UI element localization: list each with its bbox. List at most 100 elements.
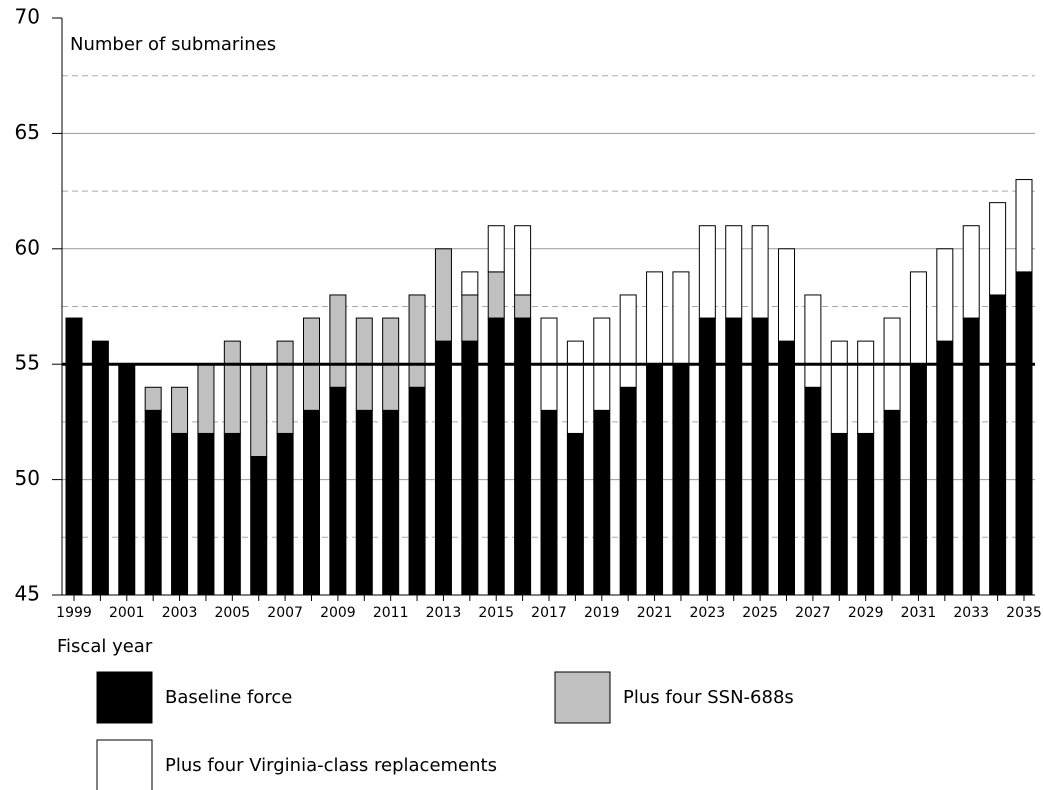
bar-segment	[250, 363, 268, 458]
bar-segment	[118, 363, 136, 596]
bar-segment	[751, 225, 769, 319]
bar-segment	[725, 317, 743, 596]
legend-swatch	[96, 739, 153, 790]
x-tick-label: 2013	[426, 605, 462, 621]
x-tick-label: 2029	[848, 605, 884, 621]
bar-segment	[408, 386, 426, 596]
bar-segment	[487, 271, 505, 319]
bar-segment	[91, 340, 109, 596]
x-tick-label: 2007	[267, 605, 303, 621]
bar-segment	[197, 432, 215, 596]
y-tick-label: 70	[15, 5, 40, 29]
x-tick-label: 2025	[742, 605, 778, 621]
legend-label: Baseline force	[165, 687, 292, 708]
bar-segment	[461, 294, 479, 342]
bar-segment	[962, 225, 980, 319]
bar-segment	[329, 386, 347, 596]
bar-segment	[171, 432, 189, 596]
x-tick-label: 2005	[215, 605, 251, 621]
bar-segment	[672, 363, 690, 596]
bar-segment	[434, 248, 452, 342]
y-axis-label: Number of submarines	[70, 34, 276, 55]
bar-segment	[171, 386, 189, 434]
bar-segment	[857, 340, 875, 434]
bar-segment	[883, 409, 901, 596]
y-tick-label: 55	[15, 351, 40, 375]
legend-label: Plus four SSN-688s	[623, 687, 794, 708]
bar-segment	[962, 317, 980, 596]
bar-segment	[461, 340, 479, 596]
bar-segment	[778, 248, 795, 342]
x-tick-label: 2035	[1006, 605, 1042, 621]
y-tick-label: 60	[15, 235, 40, 259]
x-tick-label: 2033	[953, 605, 989, 621]
y-tick-label: 65	[15, 120, 40, 144]
bar-segment	[223, 432, 241, 596]
bar-segment	[619, 294, 637, 388]
bar-segment	[566, 432, 584, 596]
x-tick-label: 2031	[901, 605, 937, 621]
bar-segment	[250, 456, 268, 596]
bar-segment	[514, 317, 532, 596]
bar-segment	[698, 225, 716, 319]
bar-segment	[909, 363, 927, 596]
bar-segment	[751, 317, 769, 596]
bar-segment	[593, 409, 611, 596]
bar-segment	[804, 294, 822, 388]
legend-swatch	[96, 671, 153, 724]
x-tick-label: 2023	[690, 605, 726, 621]
bar-segment	[830, 432, 848, 596]
bar-segment	[408, 294, 426, 388]
x-tick-label: 2003	[162, 605, 198, 621]
bar-segment	[672, 271, 690, 365]
y-tick-label: 45	[15, 582, 40, 606]
x-tick-label: 2009	[320, 605, 356, 621]
bar-segment	[355, 409, 373, 596]
bar-segment	[487, 225, 505, 273]
bar-segment	[514, 294, 532, 319]
x-tick-label: 2011	[373, 605, 409, 621]
bar-segment	[725, 225, 743, 319]
x-tick-label: 2015	[478, 605, 514, 621]
legend-swatch	[554, 671, 611, 724]
bar-segment	[487, 317, 505, 596]
bar-segment	[1015, 179, 1033, 273]
bar-segment	[223, 340, 241, 434]
bar-segment	[461, 271, 479, 296]
bar-segment	[144, 409, 162, 596]
bar-segment	[566, 340, 584, 434]
bar-segment	[936, 248, 954, 342]
y-tick-label: 50	[15, 466, 40, 490]
bar-segment	[276, 340, 294, 434]
bar-segment	[989, 294, 1007, 596]
bar-segment	[303, 409, 320, 596]
bar-segment	[329, 294, 347, 388]
bar-segment	[646, 363, 664, 596]
bar-segment	[857, 432, 875, 596]
bar-segment	[434, 340, 452, 596]
x-axis-label: Fiscal year	[57, 636, 153, 657]
x-tick-label: 2027	[795, 605, 831, 621]
bar-segment	[540, 409, 558, 596]
bar-segment	[197, 363, 215, 434]
bar-segment	[144, 386, 162, 411]
bar-segment	[936, 340, 954, 596]
bar-segment	[1015, 271, 1033, 596]
bar-segment	[778, 340, 795, 596]
x-tick-label: 2021	[637, 605, 673, 621]
bar-segment	[830, 340, 848, 434]
x-tick-label: 1999	[56, 605, 92, 621]
bar-segment	[514, 225, 532, 296]
bar-segment	[989, 202, 1007, 296]
bar-segment	[804, 386, 822, 596]
bar-segment	[909, 271, 927, 365]
x-tick-label: 2001	[109, 605, 145, 621]
bar-segment	[65, 317, 83, 596]
bar-segment	[619, 386, 637, 596]
legend-label: Plus four Virginia-class replacements	[165, 755, 497, 776]
x-tick-label: 2019	[584, 605, 620, 621]
bar-segment	[698, 317, 716, 596]
bar-segment	[382, 409, 400, 596]
x-tick-label: 2017	[531, 605, 567, 621]
